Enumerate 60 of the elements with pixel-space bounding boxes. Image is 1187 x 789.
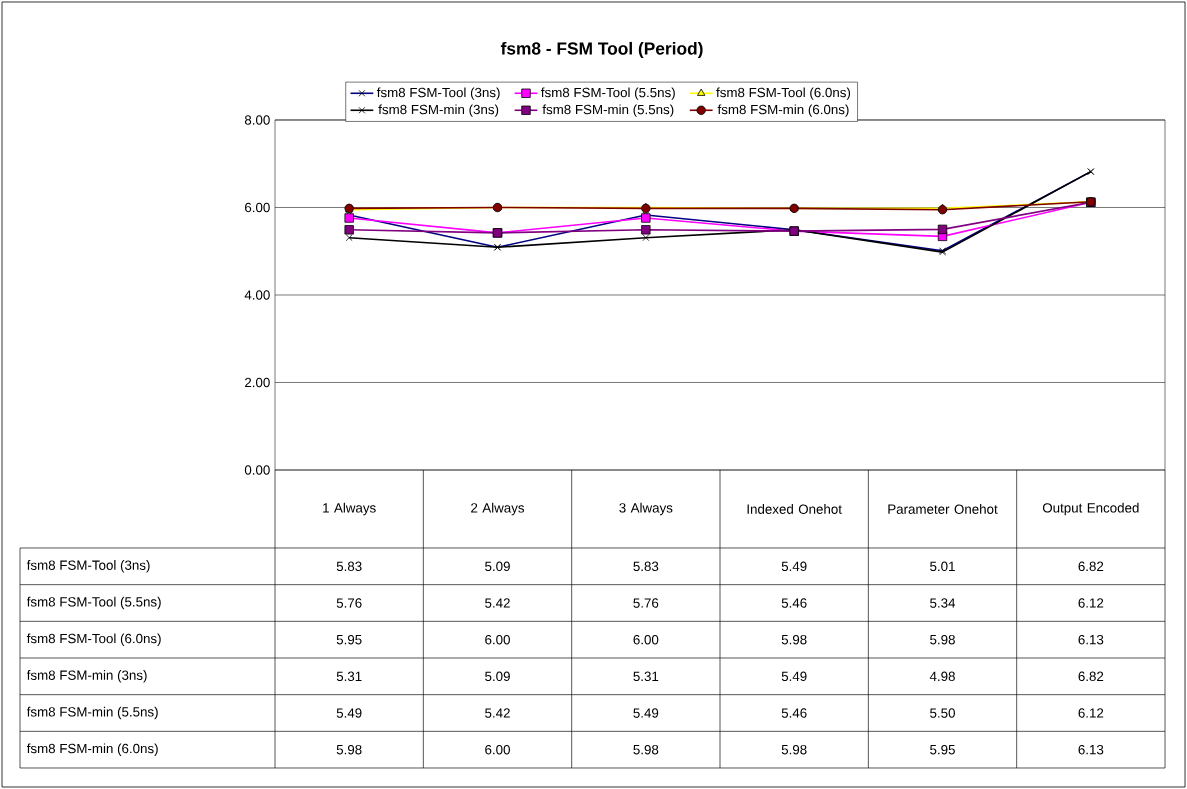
data-label: 5.76 — [633, 598, 659, 608]
text: fsm8 FSM-min (5.5ns) — [26, 706, 158, 720]
y-tick-label: 6.00 — [245, 202, 270, 213]
x-tick-label: Output Encoded — [1042, 502, 1139, 516]
data-label: 5.49 — [781, 671, 807, 682]
data-label: 5.98 — [781, 634, 807, 645]
data-label: 6.00 — [633, 634, 659, 645]
data-label: 6.82 — [1078, 671, 1104, 682]
data-label: 5.95 — [336, 634, 362, 645]
data-label: 6.00 — [485, 744, 510, 755]
data-label: 5.98 — [336, 744, 362, 755]
data-label: 6.12 — [1078, 598, 1104, 608]
data-label: 5.31 — [336, 671, 362, 682]
data-label: 5.50 — [930, 708, 955, 718]
text: fsm8 FSM-min (6.0ns) — [26, 743, 158, 756]
text: fsm8 FSM-Tool (5.5ns) — [26, 596, 161, 610]
x-tick-label: 3 Always — [619, 502, 673, 516]
data-label: 6.00 — [485, 634, 510, 645]
text: fsm8 FSM-min (3ns) — [26, 670, 147, 683]
legend-label: fsm8 FSM-min (3ns) — [378, 104, 499, 117]
legend-label: fsm8 FSM-min (5.5ns) — [542, 104, 674, 117]
data-label: 5.98 — [781, 744, 807, 755]
data-label: 5.98 — [633, 744, 659, 755]
data-label: 5.42 — [485, 598, 510, 608]
legend-label: fsm8 FSM-Tool (6.0ns) — [716, 87, 851, 100]
legend-label: fsm8 FSM-min (6.0ns) — [717, 104, 849, 117]
data-label: 5.31 — [633, 671, 659, 682]
data-label: 6.13 — [1078, 634, 1104, 645]
y-tick-label: 2.00 — [245, 377, 270, 388]
data-label: 5.46 — [781, 598, 807, 608]
data-label: 5.98 — [930, 634, 955, 645]
y-tick-label: 4.00 — [244, 290, 270, 300]
x-tick-label: Indexed Onehot — [747, 504, 842, 514]
x-tick-label: 1 Always — [323, 502, 376, 516]
data-label: 4.98 — [929, 671, 955, 682]
y-tick-label: 8.00 — [244, 115, 270, 125]
text: fsm8 FSM-Tool (3ns) — [26, 560, 150, 573]
data-label: 5.34 — [930, 598, 956, 608]
text: fsm8 FSM-Tool (6.0ns) — [26, 633, 161, 646]
data-label: 5.49 — [781, 561, 807, 572]
data-label: 6.13 — [1078, 744, 1104, 755]
data-label: 5.83 — [633, 561, 659, 572]
data-label: 5.09 — [485, 561, 510, 572]
data-label: 5.42 — [485, 708, 510, 718]
x-tick-label: 2 Always — [471, 502, 525, 516]
data-label: 5.95 — [930, 744, 955, 755]
data-label: 5.83 — [336, 561, 362, 572]
data-label: 5.49 — [336, 708, 362, 718]
data-label: 6.82 — [1078, 561, 1104, 572]
legend-label: fsm8 FSM-Tool (5.5ns) — [541, 87, 675, 100]
data-label: 5.01 — [930, 561, 955, 572]
data-label: 5.46 — [781, 708, 807, 718]
legend-label: fsm8 FSM-Tool (3ns) — [376, 87, 500, 100]
x-tick-label: Parameter Onehot — [888, 504, 998, 514]
y-tick-label: 0.00 — [244, 465, 270, 475]
data-label: 6.12 — [1078, 708, 1104, 718]
chart-title: fsm8 - FSM Tool (Period) — [500, 41, 703, 59]
data-label: 5.76 — [336, 598, 362, 608]
data-label: 5.09 — [485, 671, 510, 682]
data-label: 5.49 — [633, 708, 659, 718]
